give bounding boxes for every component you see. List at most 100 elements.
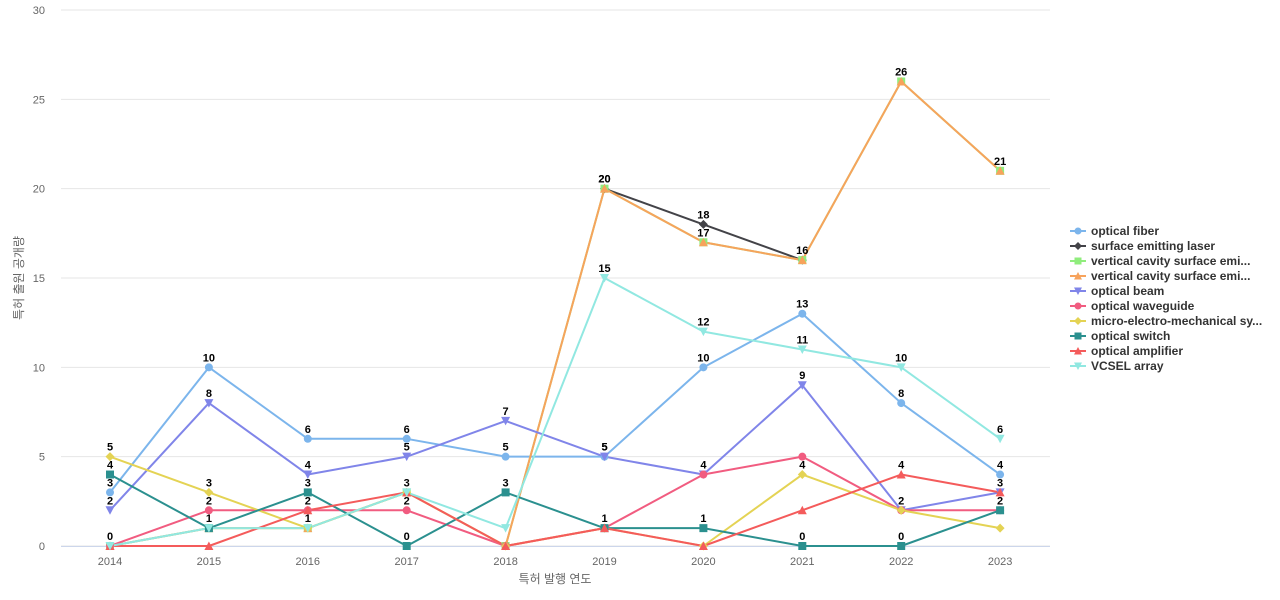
legend-item-optical-fiber[interactable]: optical fiber xyxy=(1070,224,1159,238)
y-tick-label: 20 xyxy=(33,184,45,196)
y-tick-label: 0 xyxy=(39,541,45,553)
marker-optical-beam xyxy=(303,470,313,480)
marker-optical-switch xyxy=(996,506,1005,515)
x-axis-ticks: 2014 2015 2016 2017 2018 2019 2020 2021 2022 2023 xyxy=(98,556,1013,568)
marker-vcsel-array xyxy=(797,345,807,354)
legend-item-vcsel-array[interactable]: VCSEL array xyxy=(1070,359,1164,373)
marker-optical-amplifier xyxy=(501,541,511,550)
marker-surface-emitting-laser xyxy=(698,219,708,229)
marker-optical-amplifier xyxy=(995,487,1005,497)
series-markers xyxy=(105,76,1005,551)
series-line-optical-switch xyxy=(109,473,1001,547)
data-label-optical-fiber: 6 xyxy=(404,424,410,436)
y-axis-title: 특허 출원 공개량 xyxy=(12,236,26,320)
data-label-vcsel-array: 15 xyxy=(598,263,610,275)
legend-marker xyxy=(1074,242,1082,250)
data-label-optical-waveguide: 2 xyxy=(206,495,212,507)
marker-optical-amplifier xyxy=(698,541,708,550)
marker-vertical-cavity-surface-emitting-laser-device xyxy=(698,237,708,247)
series-line-optical-beam xyxy=(109,384,1001,512)
legend-item-optical-beam[interactable]: optical beam xyxy=(1070,284,1164,298)
x-tick-label: 2017 xyxy=(394,556,418,568)
legend-label: optical waveguide xyxy=(1091,299,1195,313)
data-label-optical-switch: 1 xyxy=(700,513,706,525)
series-lines xyxy=(109,80,1001,547)
marker-optical-beam xyxy=(204,399,214,408)
marker-vcsel-array xyxy=(896,363,906,372)
marker-micro-electro-mechanical-system xyxy=(797,470,807,480)
legend-item-optical-amplifier[interactable]: optical amplifier xyxy=(1070,344,1183,358)
marker-vcsel-array xyxy=(105,542,115,551)
legend-item-vertical-cavity-surface-emitting-laser-device[interactable]: vertical cavity surface emi... xyxy=(1070,269,1250,283)
legend-label: micro-electro-mechanical sy... xyxy=(1091,314,1262,328)
data-label-micro-electro-mechanical-system: 3 xyxy=(206,477,212,489)
data-label-vertical-cavity-surface-emitting-laser-device: 17 xyxy=(697,227,709,239)
marker-optical-fiber xyxy=(897,399,906,408)
legend-item-vertical-cavity-surface-emitting-laser[interactable]: vertical cavity surface emi... xyxy=(1070,254,1250,268)
marker-micro-electro-mechanical-system xyxy=(105,452,115,462)
marker-optical-fiber xyxy=(501,452,510,461)
marker-vcsel-array xyxy=(204,524,214,533)
marker-optical-fiber xyxy=(402,434,411,443)
marker-optical-fiber xyxy=(204,363,213,372)
legend-label: optical amplifier xyxy=(1091,344,1183,358)
x-tick-label: 2020 xyxy=(691,556,715,568)
data-label-micro-electro-mechanical-system: 4 xyxy=(799,460,806,472)
y-tick-label: 30 xyxy=(33,5,45,17)
data-label-optical-fiber: 13 xyxy=(796,299,808,311)
x-axis-title: 특허 발행 연도 xyxy=(519,571,592,586)
data-label-optical-switch: 0 xyxy=(404,531,410,543)
legend-item-micro-electro-mechanical-system[interactable]: micro-electro-mechanical sy... xyxy=(1070,314,1262,328)
legend-label: optical fiber xyxy=(1091,224,1159,238)
marker-vcsel-array xyxy=(303,524,313,533)
data-label-optical-switch: 4 xyxy=(107,460,114,472)
marker-optical-amplifier xyxy=(303,505,313,515)
data-label-vcsel-array: 6 xyxy=(997,424,1003,436)
x-tick-label: 2023 xyxy=(988,556,1012,568)
data-label-optical-beam: 8 xyxy=(206,388,212,400)
marker-optical-amplifier xyxy=(600,523,609,533)
marker-micro-electro-mechanical-system xyxy=(204,487,214,497)
data-label-optical-beam: 4 xyxy=(305,460,312,472)
data-label-optical-switch: 3 xyxy=(305,477,311,489)
data-label-optical-waveguide: 2 xyxy=(997,495,1003,507)
marker-optical-waveguide xyxy=(402,506,411,515)
legend-marker xyxy=(1074,347,1082,355)
y-tick-label: 10 xyxy=(33,362,45,374)
marker-micro-electro-mechanical-system xyxy=(896,505,906,515)
data-label-micro-electro-mechanical-system: 5 xyxy=(107,442,113,454)
legend-label: vertical cavity surface emi... xyxy=(1091,254,1250,268)
data-label-optical-switch: 1 xyxy=(601,513,607,525)
data-label-vcsel-array: 10 xyxy=(895,352,907,364)
marker-vcsel-array xyxy=(698,327,708,337)
marker-optical-waveguide xyxy=(798,452,807,461)
marker-optical-switch xyxy=(897,542,906,550)
legend-item-optical-waveguide[interactable]: optical waveguide xyxy=(1070,299,1195,313)
marker-vertical-cavity-surface-emitting-laser-device xyxy=(797,255,807,265)
marker-optical-fiber xyxy=(303,434,312,443)
marker-optical-amplifier xyxy=(896,470,906,479)
data-label-optical-fiber: 5 xyxy=(503,442,509,454)
legend-label: surface emitting laser xyxy=(1091,239,1215,253)
legend-label: VCSEL array xyxy=(1091,359,1164,373)
legend-item-surface-emitting-laser[interactable]: surface emitting laser xyxy=(1070,239,1215,253)
data-label-micro-electro-mechanical-system: 1 xyxy=(305,513,311,525)
data-label-optical-beam: 2 xyxy=(107,495,113,507)
legend-marker xyxy=(1074,272,1082,280)
x-tick-label: 2015 xyxy=(197,556,221,568)
marker-optical-amplifier xyxy=(204,541,214,550)
legend-item-optical-switch[interactable]: optical switch xyxy=(1070,329,1170,343)
marker-vcsel-array xyxy=(501,524,511,533)
legend-marker xyxy=(1074,227,1082,235)
data-label-vertical-cavity-surface-emitting-laser: 21 xyxy=(994,156,1006,168)
legend-label: optical beam xyxy=(1091,284,1164,298)
marker-vcsel-array xyxy=(402,488,412,497)
data-label-optical-beam: 7 xyxy=(503,406,509,418)
series-line-vertical-cavity-surface-emitting-laser xyxy=(109,80,1001,547)
x-tick-label: 2022 xyxy=(889,556,913,568)
x-tick-label: 2019 xyxy=(592,556,616,568)
y-tick-label: 25 xyxy=(33,94,45,106)
data-label-optical-switch: 3 xyxy=(503,477,509,489)
